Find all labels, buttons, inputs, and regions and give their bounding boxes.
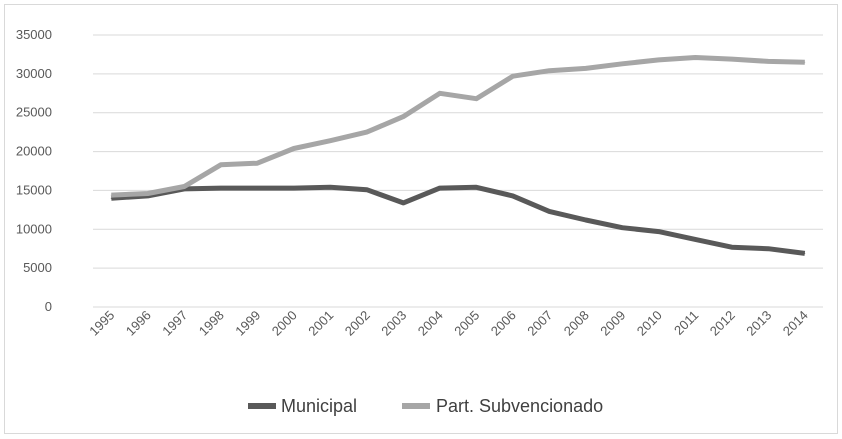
x-tick-label: 2002 (342, 308, 373, 339)
x-tick-label: 1996 (123, 308, 154, 339)
legend-label: Municipal (281, 396, 357, 416)
data-point (110, 197, 112, 199)
legend-label: Part. Subvencionado (436, 396, 603, 416)
data-point (694, 238, 696, 240)
data-point (658, 59, 660, 61)
x-tick-label: 1997 (159, 308, 190, 339)
data-point (548, 210, 550, 212)
y-tick-label: 5000 (23, 260, 52, 275)
data-point (731, 246, 733, 248)
data-point (293, 187, 295, 189)
data-point (147, 193, 149, 195)
x-tick-label: 2011 (671, 308, 701, 338)
data-point (585, 67, 587, 69)
y-tick-label: 30000 (16, 66, 52, 81)
x-tick-label: 2004 (415, 308, 446, 339)
y-tick-label: 0 (45, 299, 52, 314)
x-tick-label: 2008 (561, 308, 592, 339)
chart-frame (4, 4, 838, 434)
x-tick-label: 2014 (780, 308, 811, 339)
x-tick-label: 2003 (378, 308, 409, 339)
x-tick-label: 1995 (86, 308, 117, 339)
series-line-2 (111, 55, 805, 198)
data-point (621, 227, 623, 229)
data-point (110, 194, 112, 196)
y-tick-label: 25000 (16, 105, 52, 120)
y-tick-label: 10000 (16, 221, 52, 236)
x-tick-label: 2013 (743, 308, 774, 339)
y-tick-label: 15000 (16, 182, 52, 197)
series-lines (110, 55, 806, 256)
data-point (731, 58, 733, 60)
data-point (804, 61, 806, 63)
x-tick-label: 2010 (634, 308, 665, 339)
data-point (402, 202, 404, 204)
gridlines (93, 34, 823, 308)
data-point (512, 75, 514, 77)
data-point (767, 248, 769, 250)
data-point (475, 186, 477, 188)
data-point (293, 147, 295, 149)
data-point (402, 116, 404, 118)
x-axis-labels: 1995 1996 1997 1998 1999 2000 2001 2002 2003 2004… (86, 308, 811, 339)
data-point (183, 186, 185, 188)
x-tick-label: 2009 (597, 308, 628, 339)
data-point (512, 195, 514, 197)
data-point (366, 131, 368, 133)
legend: Municipal Part. Subvencionado (248, 396, 603, 416)
data-point (439, 187, 441, 189)
data-point (329, 186, 331, 188)
data-point (694, 57, 696, 59)
data-point (658, 231, 660, 233)
data-point (804, 252, 806, 254)
x-tick-label: 2001 (305, 308, 336, 339)
y-tick-label: 35000 (16, 27, 52, 42)
series-line-1 (111, 184, 806, 256)
data-point (475, 98, 477, 100)
data-point (256, 187, 258, 189)
y-axis-labels: 0 5000 10000 15000 20000 25000 30000 35000 (16, 27, 52, 314)
x-tick-label: 1998 (196, 308, 227, 339)
x-tick-label: 2007 (524, 308, 555, 339)
data-point (220, 187, 222, 189)
data-point (366, 189, 368, 191)
x-tick-label: 2000 (269, 308, 300, 339)
data-point (329, 140, 331, 142)
x-tick-label: 2006 (488, 308, 519, 339)
y-tick-label: 20000 (16, 144, 52, 159)
data-point (585, 219, 587, 221)
data-point (767, 60, 769, 62)
data-point (256, 162, 258, 164)
x-tick-label: 2005 (451, 308, 482, 339)
x-tick-label: 2012 (707, 308, 738, 339)
data-point (548, 70, 550, 72)
data-point (439, 92, 441, 94)
x-tick-label: 1999 (232, 308, 263, 339)
data-point (220, 164, 222, 166)
data-point (621, 63, 623, 65)
